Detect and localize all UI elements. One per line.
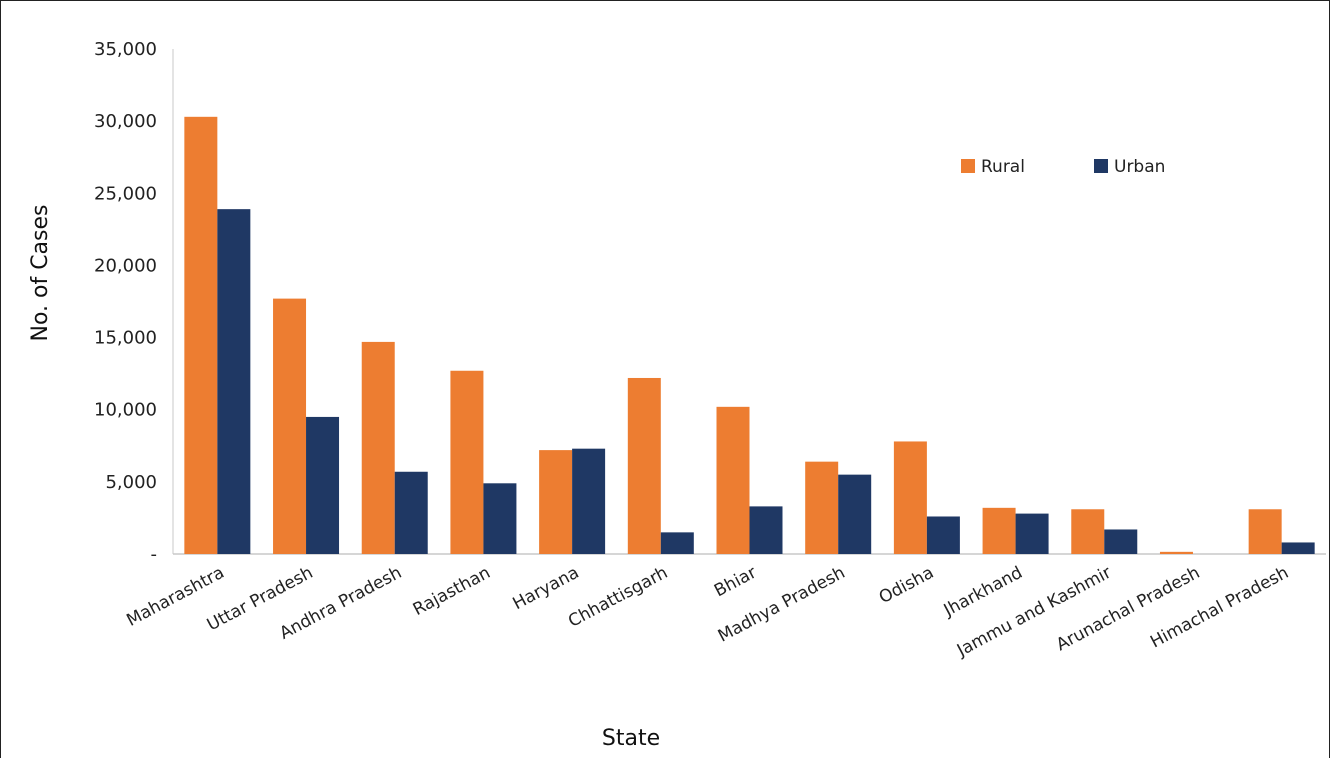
bar-rural [539, 450, 573, 554]
bar-rural [273, 298, 307, 554]
bar-rural [805, 461, 839, 554]
bar-urban [306, 416, 340, 554]
bar-urban [1015, 513, 1049, 554]
y-tick-label: 30,000 [94, 111, 157, 132]
bar-rural [627, 377, 661, 554]
bar-urban [749, 506, 783, 554]
y-tick-label: 5,000 [105, 472, 157, 493]
bar-urban [394, 471, 428, 554]
bar-rural [1071, 509, 1105, 554]
x-tick-label: Odisha [876, 563, 937, 608]
legend: Rural Urban [961, 157, 1165, 177]
y-tick-label: 20,000 [94, 255, 157, 276]
x-tick-label: Jammu and Kashmir [953, 563, 1115, 662]
bar-urban [838, 474, 872, 554]
bar-rural [361, 341, 395, 554]
bar-rural [184, 116, 218, 555]
y-tick-label: - [151, 544, 158, 565]
bar-urban [1104, 529, 1138, 554]
y-axis-title: No. of Cases [28, 204, 53, 341]
bar-urban [483, 483, 517, 554]
legend-swatch [1094, 159, 1108, 173]
x-tick-label: Haryana [510, 563, 583, 614]
legend-item-urban: Urban [1094, 157, 1165, 177]
bar-urban [572, 448, 606, 554]
bar-rural [1248, 509, 1282, 554]
y-axis-ticks: - 5,000 10,000 15,000 20,000 25,000 30,000 35,0… [94, 39, 157, 565]
bar-urban [660, 532, 694, 554]
bar-urban [1281, 542, 1315, 554]
bar-rural [893, 441, 927, 554]
bar-rural [982, 507, 1016, 554]
bar-rural [716, 406, 750, 554]
bar-urban [926, 516, 960, 554]
bars [184, 116, 1315, 555]
y-tick-label: 10,000 [94, 400, 157, 421]
x-axis-title: State [602, 726, 660, 751]
x-tick-label: Rajasthan [410, 563, 494, 620]
x-tick-label: Bhiar [711, 563, 760, 602]
y-tick-label: 15,000 [94, 328, 157, 349]
y-tick-label: 25,000 [94, 183, 157, 204]
bar-rural [1159, 551, 1193, 554]
y-tick-label: 35,000 [94, 39, 157, 60]
bar-rural [450, 370, 484, 554]
bar-urban [217, 209, 251, 554]
x-tick-label: Chhattisgarh [565, 563, 671, 632]
legend-swatch [961, 159, 975, 173]
legend-label: Urban [1114, 157, 1165, 177]
legend-label: Rural [981, 157, 1025, 177]
legend-item-rural: Rural [961, 157, 1025, 177]
x-tick-label: Arunachal Pradesh [1053, 563, 1203, 656]
